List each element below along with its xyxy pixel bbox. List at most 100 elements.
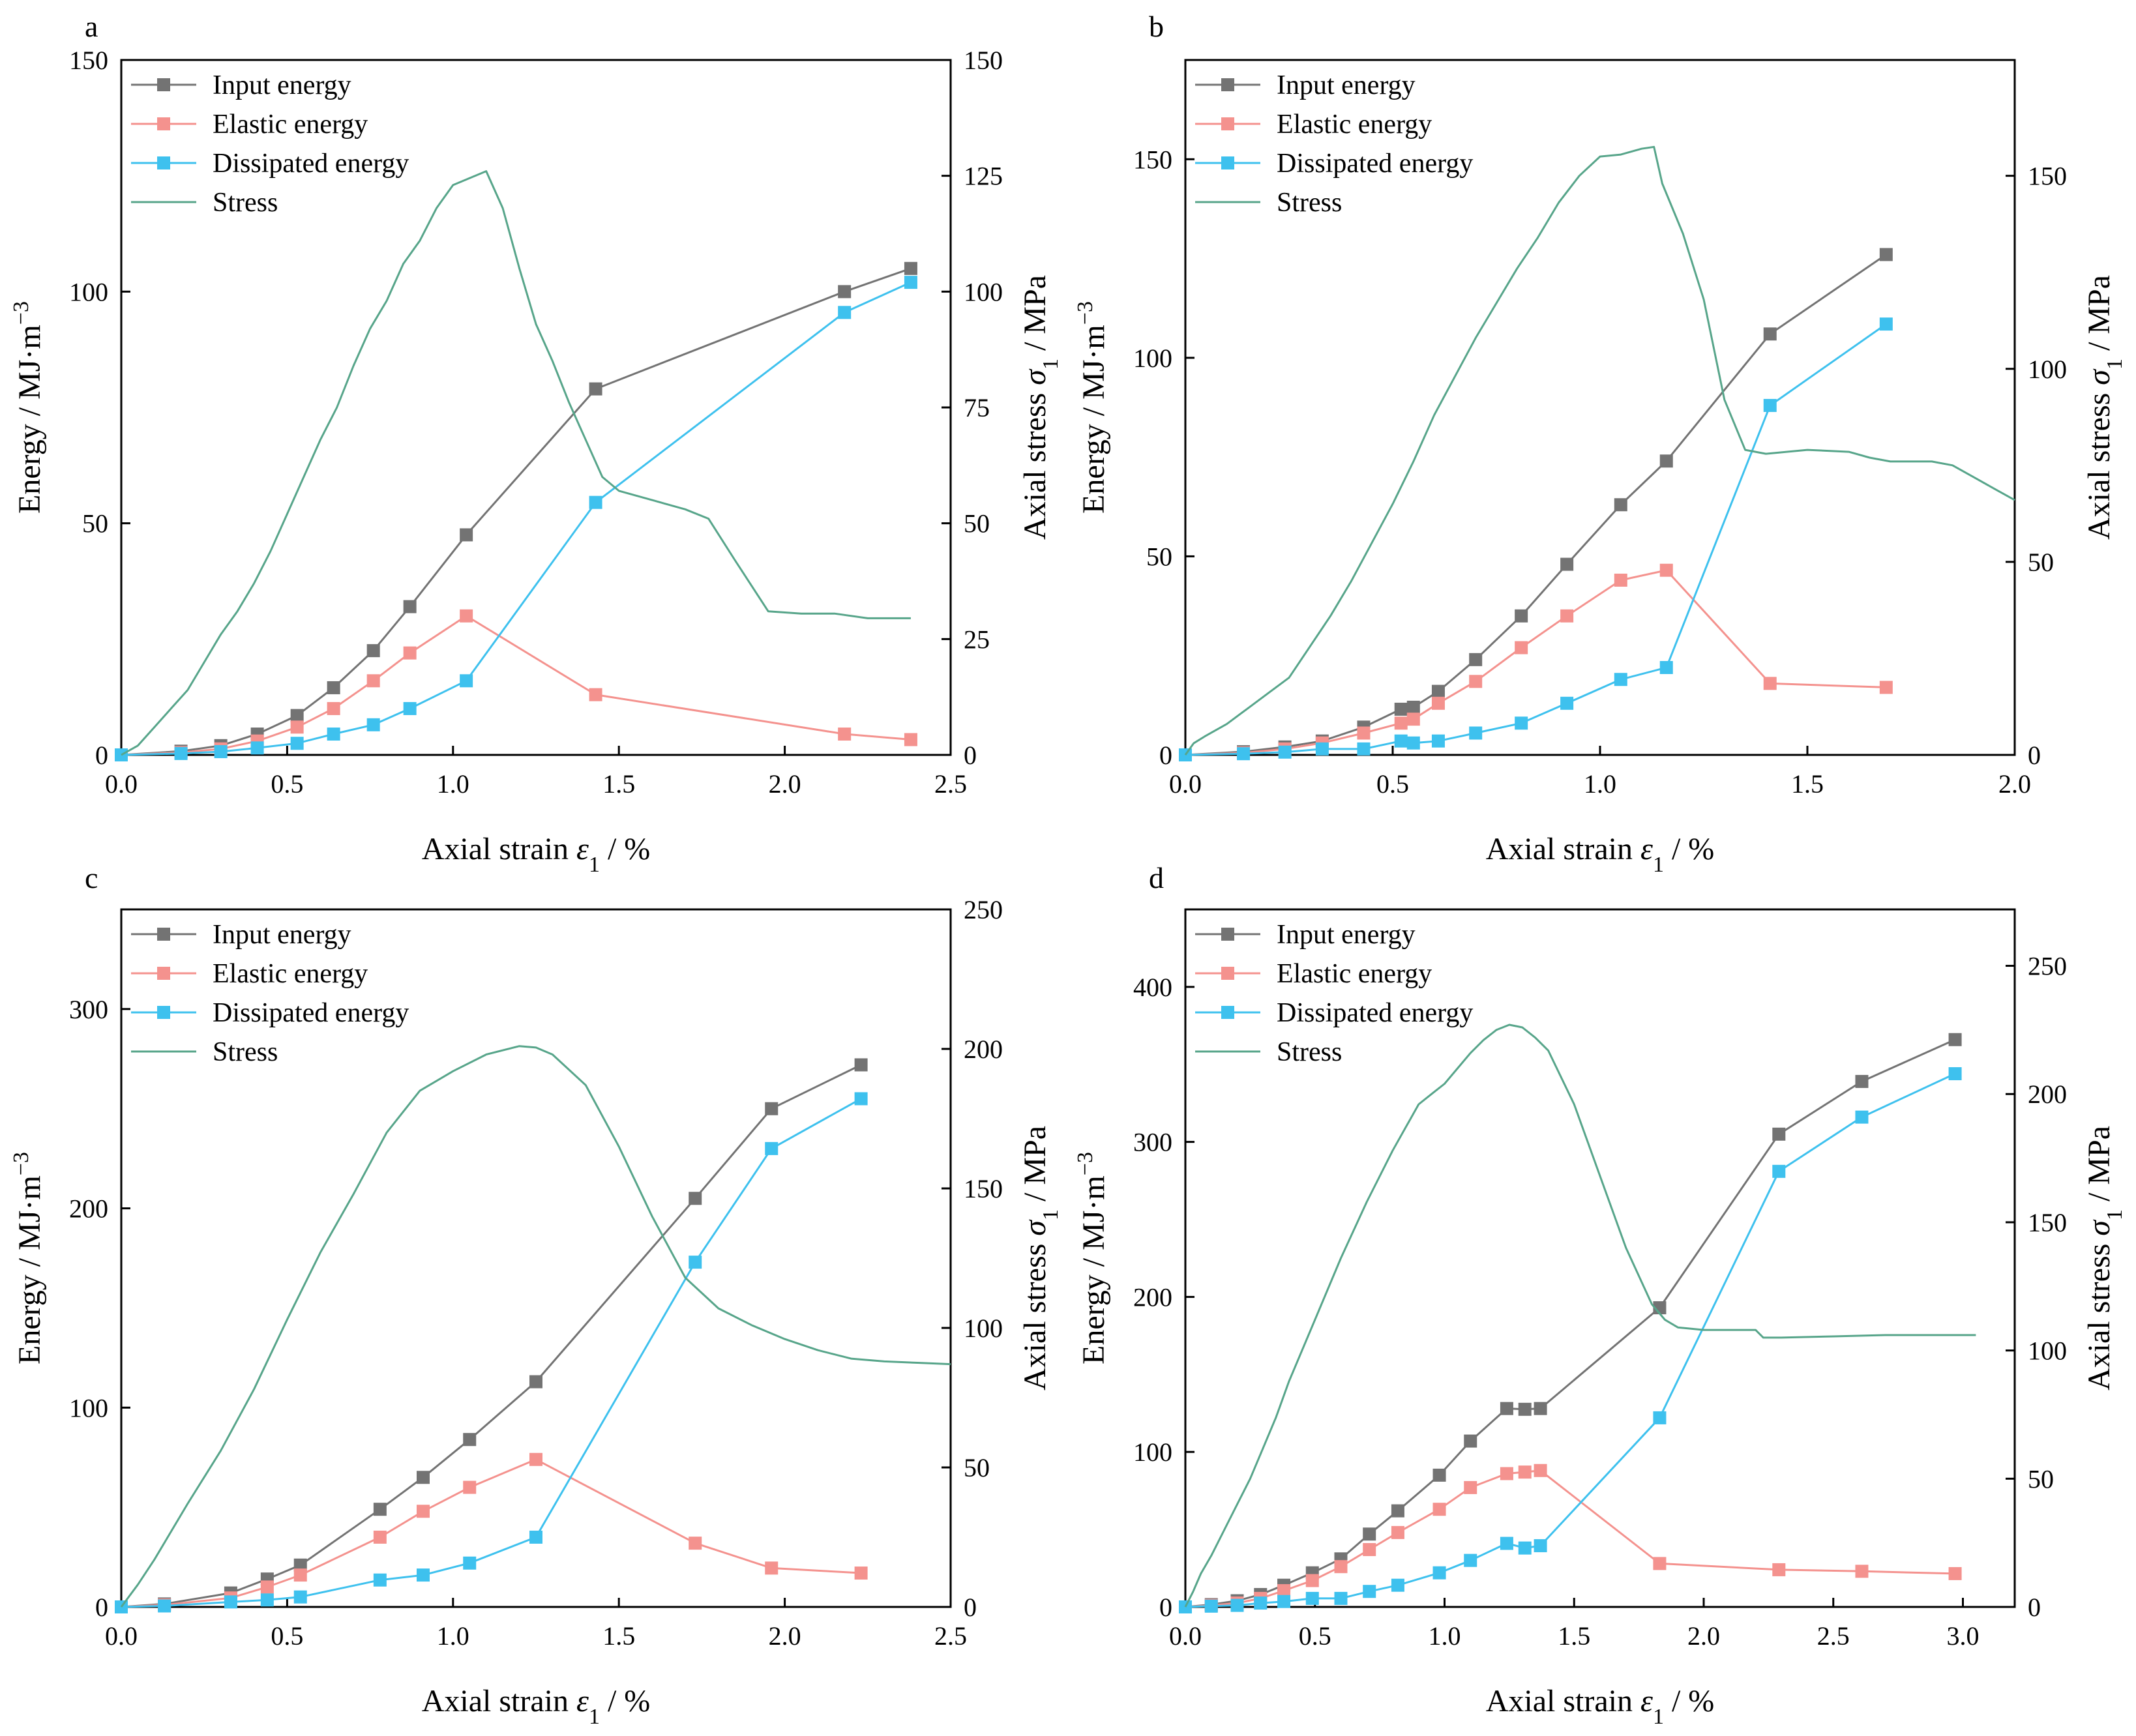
y2-tick-label: 150 (964, 1174, 1003, 1203)
input-energy-point (1500, 1402, 1513, 1415)
dissipated-energy-point (1278, 745, 1292, 759)
input-energy-point (403, 600, 417, 613)
y-tick-label: 100 (69, 1393, 108, 1422)
dissipated-energy-point (1855, 1110, 1869, 1124)
x-tick-label: 1.0 (1584, 769, 1616, 799)
stress-line (120, 1045, 951, 1608)
y2-tick-label: 75 (964, 393, 990, 422)
stress-line (1184, 145, 2015, 756)
dissipated-energy-point (174, 746, 188, 760)
input-energy-line (121, 1064, 862, 1608)
y2-tick-label: 150 (2028, 162, 2067, 191)
input-energy-point (366, 644, 380, 658)
input-energy-point (1763, 327, 1777, 341)
x-tick-label: 2.5 (934, 1621, 967, 1651)
panel-a: a 0.0 0.5 1.0 1.5 2.0 2.505010015002550751001… (9, 10, 1063, 877)
y2-tick-label: 100 (2028, 1336, 2067, 1366)
dissipated-energy-point (904, 276, 917, 289)
input-energy-point (1363, 1527, 1376, 1541)
x-tick-label: 2.0 (769, 769, 801, 799)
dissipated-energy-point (373, 1573, 387, 1587)
x-tick-label: 1.5 (1558, 1621, 1590, 1651)
dissipated-energy-point (689, 1256, 702, 1269)
x-tick-label: 3.0 (1947, 1621, 1980, 1651)
y-tick-label: 0 (95, 741, 108, 770)
panel-b: b 0.0 0.5 1.0 1.5 2.0050100150050100150Axial… (1073, 10, 2127, 877)
dissipated-energy-line (1185, 1072, 1956, 1608)
y-tick-label: 100 (1133, 344, 1172, 373)
input-energy-point (1431, 684, 1445, 698)
input-energy-point (460, 528, 473, 542)
dissipated-energy-point (1391, 1578, 1404, 1592)
y2-tick-label: 50 (2028, 548, 2054, 577)
elastic-energy-point (293, 1568, 307, 1582)
y-tick-label: 150 (69, 46, 108, 75)
dissipated-energy-point (838, 306, 852, 319)
elastic-energy-point (1334, 1560, 1348, 1574)
elastic-energy-point (1948, 1567, 1962, 1580)
elastic-energy-point (1855, 1565, 1869, 1578)
input-energy-point (1879, 248, 1893, 261)
y-tick-label: 200 (1133, 1282, 1172, 1312)
legend-marker (1221, 78, 1234, 91)
dissipated-energy-point (1357, 742, 1371, 756)
panel-label-a: a (85, 10, 98, 43)
y2-tick-label: 0 (964, 1593, 977, 1622)
stress-line (121, 170, 911, 756)
x-tick-label: 0.0 (105, 769, 138, 799)
x-tick-label: 2.0 (1687, 1621, 1720, 1651)
legend-marker (157, 117, 170, 130)
x-tick-label: 1.0 (437, 769, 469, 799)
y-axis-title: Energy / MJ·m−3 (1073, 1152, 1112, 1364)
elastic-energy-point (417, 1505, 430, 1518)
elastic-energy-point (838, 728, 852, 741)
input-energy-point (327, 681, 340, 694)
y2-tick-label: 50 (964, 1453, 990, 1482)
elastic-energy-point (1518, 1465, 1532, 1479)
input-energy-point (1432, 1468, 1446, 1482)
y2-axis-title: Axial stress σ1 / MPa (2082, 1126, 2127, 1390)
elastic-energy-point (366, 674, 380, 688)
dissipated-energy-point (1879, 317, 1893, 331)
x-tick-label: 2.5 (934, 769, 967, 799)
input-energy-point (1469, 653, 1483, 666)
elastic-energy-point (290, 720, 304, 734)
dissipated-energy-point (1534, 1539, 1547, 1553)
elastic-energy-point (1772, 1563, 1786, 1576)
y-tick-label: 300 (69, 995, 108, 1024)
legend-marker (1221, 1006, 1234, 1019)
dissipated-energy-point (1315, 742, 1329, 756)
y-tick-label: 100 (69, 277, 108, 306)
y-tick-label: 100 (1133, 1437, 1172, 1467)
y2-tick-label: 0 (2028, 1593, 2041, 1622)
legend-label: Dissipated energy (1277, 149, 1473, 179)
input-energy-point (1534, 1402, 1547, 1415)
x-tick-label: 0.0 (105, 1621, 138, 1651)
dissipated-energy-point (224, 1595, 237, 1609)
x-tick-label: 0.5 (1376, 769, 1409, 799)
elastic-energy-point (765, 1561, 779, 1575)
input-energy-point (417, 1471, 430, 1484)
x-tick-label: 1.5 (1791, 769, 1824, 799)
elastic-energy-line (1185, 569, 1886, 756)
dissipated-energy-point (1772, 1164, 1786, 1178)
x-tick-label: 2.5 (1817, 1621, 1850, 1651)
y2-tick-label: 50 (964, 509, 990, 538)
elastic-energy-point (1560, 609, 1574, 623)
dissipated-energy-point (460, 674, 473, 688)
dissipated-energy-point (1363, 1585, 1376, 1598)
input-energy-point (854, 1058, 868, 1072)
legend-label: Stress (1277, 1037, 1342, 1067)
dissipated-energy-point (1334, 1591, 1348, 1605)
elastic-energy-point (854, 1567, 868, 1580)
input-energy-point (1391, 1504, 1404, 1518)
y2-axis-title: Axial stress σ1 / MPa (1018, 1126, 1063, 1390)
legend-label: Input energy (213, 70, 351, 100)
dissipated-energy-point (1305, 1591, 1319, 1605)
input-energy-point (904, 261, 917, 275)
input-energy-point (1464, 1434, 1477, 1448)
y-tick-label: 50 (82, 509, 108, 538)
y-tick-label: 200 (69, 1194, 108, 1224)
input-energy-point (1948, 1033, 1962, 1046)
legend-marker (1221, 928, 1234, 941)
